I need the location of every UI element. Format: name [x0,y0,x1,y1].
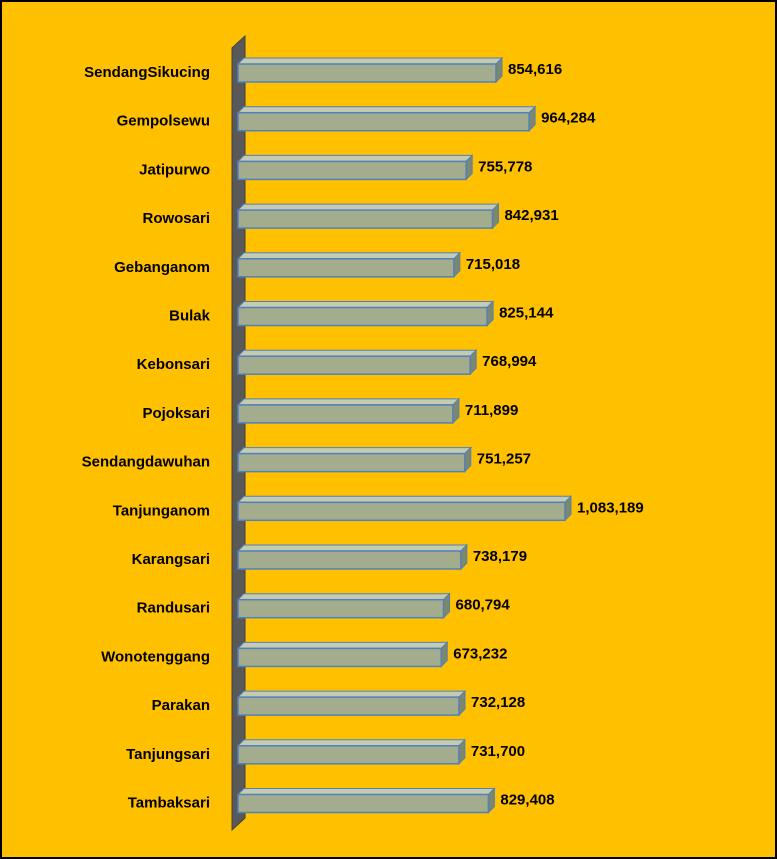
bar [237,63,497,83]
bar [237,550,462,570]
value-label: 711,899 [465,402,518,419]
bar [237,404,454,424]
value-label: 1,083,189 [577,499,644,516]
category-label: Kebonsari [137,356,210,373]
value-label: 731,700 [471,743,525,760]
bar-top [236,544,469,552]
bar [237,647,442,668]
category-label: SendangSikucing [84,64,210,81]
bar-top [236,154,474,162]
value-label: 825,144 [499,304,554,321]
category-label: Wonotenggang [101,648,210,665]
value-label: 673,232 [453,645,507,662]
value-label: 732,128 [471,694,525,711]
bar-top [236,641,449,649]
bar [237,355,471,375]
value-label: 680,794 [456,597,511,614]
value-label: 738,179 [473,548,527,565]
category-label: Rowosari [142,210,210,227]
category-label: Jatipurwo [139,161,210,178]
value-label: 755,778 [478,158,532,175]
bar-top [236,495,573,503]
bar [237,258,455,278]
bar [237,306,488,327]
bar [237,598,445,619]
category-label: Karangsari [132,551,210,568]
category-label: Bulak [169,307,211,324]
bar-top [236,398,461,406]
bar-top [236,203,500,211]
bar [237,209,494,229]
bar-top [236,349,478,357]
value-label: 768,994 [482,353,537,370]
value-label: 964,284 [541,110,596,127]
bar-top [236,57,504,65]
category-label: Tanjunganom [113,502,210,519]
bar-top [236,593,451,601]
bar-top [236,690,467,698]
bar [237,160,467,181]
value-label: 854,616 [508,61,562,78]
value-label: 751,257 [477,451,531,468]
category-label: Randusari [137,600,210,617]
bar [237,501,566,522]
bar-top [236,301,495,308]
category-label: Parakan [152,697,210,714]
category-label: Tanjungsari [126,746,210,763]
category-label: Pojoksari [142,405,210,422]
value-label: 829,408 [500,791,554,808]
value-label: 842,931 [504,207,558,224]
bar-top [236,106,537,114]
category-label: Sendangdawuhan [82,454,210,471]
bar [237,696,460,716]
axis-wall [231,34,246,832]
bar [237,111,530,132]
category-label: Gempolsewu [117,113,210,130]
bar-top [236,788,496,795]
bar-top [236,447,473,455]
category-label: Gebanganom [114,259,210,276]
bar-top [236,252,462,260]
bar-top [236,739,467,747]
bar [237,793,490,814]
bar [237,745,460,765]
bar [237,452,466,473]
value-label: 715,018 [466,256,520,273]
category-label: Tambaksari [128,794,210,811]
